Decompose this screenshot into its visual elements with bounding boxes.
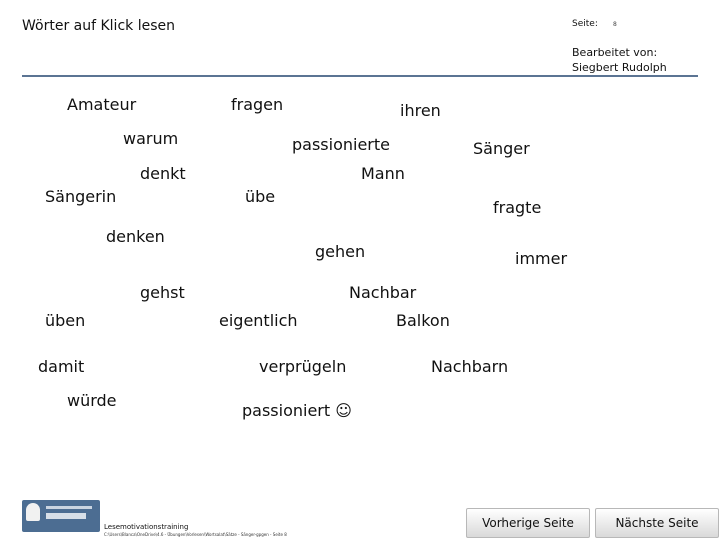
word-amateur[interactable]: Amateur — [67, 95, 137, 114]
word-fragen[interactable]: fragen — [231, 95, 284, 114]
word-immer[interactable]: immer — [515, 249, 568, 268]
header-divider — [22, 75, 698, 77]
word-fragte[interactable]: fragte — [493, 198, 542, 217]
word-ihren[interactable]: ihren — [400, 101, 441, 120]
word-verpruegeln[interactable]: verprügeln — [259, 357, 347, 376]
word-passioniert[interactable]: passioniert ☺ — [242, 401, 352, 420]
word-gehst[interactable]: gehst — [140, 283, 185, 302]
word-gehen[interactable]: gehen — [315, 242, 366, 261]
page-number: 8 — [613, 21, 617, 28]
word-balkon[interactable]: Balkon — [396, 311, 450, 330]
previous-page-button[interactable]: Vorherige Seite — [466, 508, 590, 538]
word-warum[interactable]: warum — [123, 129, 179, 148]
word-nachbar[interactable]: Nachbar — [349, 283, 417, 302]
logo-text-icon — [46, 513, 86, 519]
footer-file-path: C:\Users\Blanca\OneDrive\4.6 - Übungen\V… — [104, 532, 287, 537]
next-page-button[interactable]: Nächste Seite — [595, 508, 719, 538]
page-label: Seite: — [572, 19, 598, 29]
word-mann[interactable]: Mann — [361, 164, 405, 183]
word-uebe[interactable]: übe — [245, 187, 276, 206]
logo-bar-icon — [46, 506, 92, 509]
word-passionierte[interactable]: passionierte — [292, 135, 390, 154]
page-title: Wörter auf Klick lesen — [22, 18, 175, 34]
word-wuerde[interactable]: würde — [67, 391, 117, 410]
word-damit[interactable]: damit — [38, 357, 85, 376]
word-denkt[interactable]: denkt — [140, 164, 186, 183]
word-eigentlich[interactable]: eigentlich — [219, 311, 298, 330]
word-saengerin[interactable]: Sängerin — [45, 187, 117, 206]
word-saenger[interactable]: Sänger — [473, 139, 530, 158]
editor-label: Bearbeitet von: — [572, 46, 658, 59]
word-ueben[interactable]: üben — [45, 311, 86, 330]
chef-logo-icon — [22, 500, 100, 532]
editor-name: Siegbert Rudolph — [572, 61, 667, 74]
footer-training-label: Lesemotivationstraining — [104, 523, 189, 531]
chef-hat-icon — [26, 503, 40, 521]
word-denken[interactable]: denken — [106, 227, 165, 246]
word-nachbarn[interactable]: Nachbarn — [431, 357, 509, 376]
